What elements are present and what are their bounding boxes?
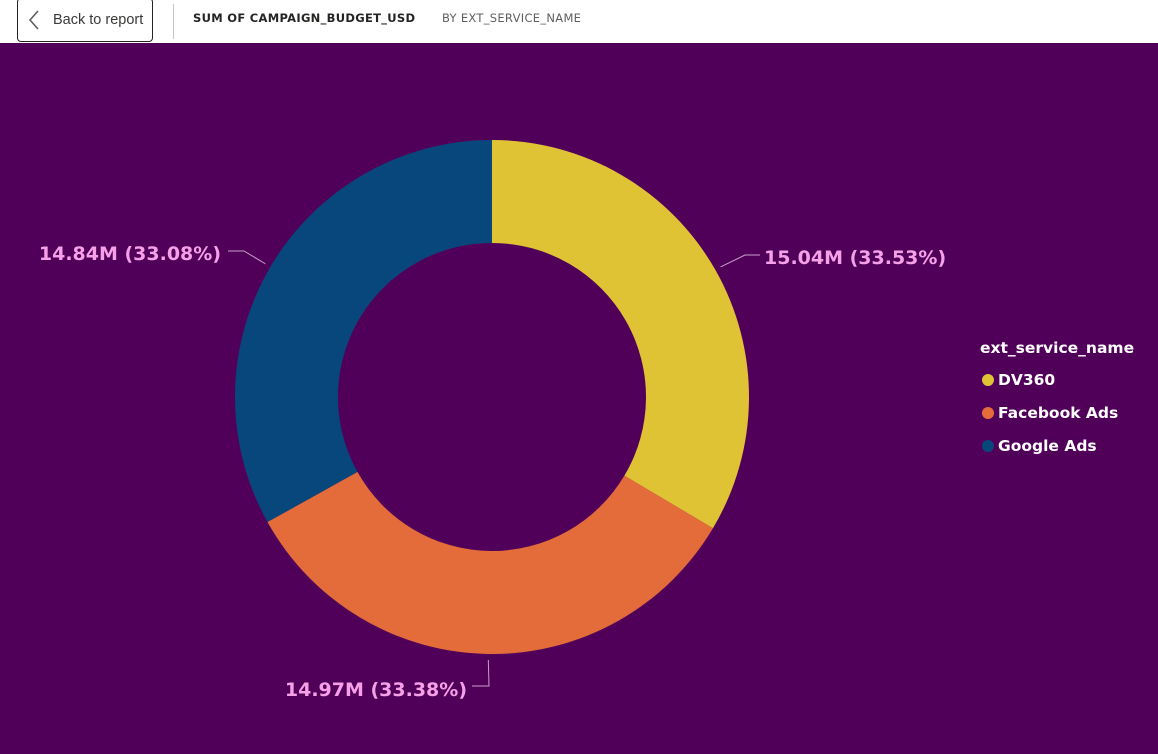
leader-line-facebook-ads: [472, 659, 490, 687]
legend-label-facebook-ads: Facebook Ads: [998, 403, 1119, 422]
visual-subtitle: BY EXT_SERVICE_NAME: [442, 11, 582, 25]
data-label-dv360: 15.04M (33.53%): [764, 247, 946, 269]
legend-label-dv360: DV360: [998, 370, 1056, 389]
leader-line-google-ads: [228, 250, 266, 265]
donut-chart: 15.04M (33.53%) 14.97M (33.38%) 14.84M (33…: [39, 140, 946, 701]
visual-title: SUM OF CAMPAIGN_BUDGET_USD: [193, 11, 416, 25]
legend-item-facebook-ads[interactable]: Facebook Ads: [980, 396, 1134, 429]
legend-label-google-ads: Google Ads: [998, 436, 1097, 455]
data-label-google-ads: 14.84M (33.08%): [39, 243, 221, 265]
top-bar: Back to report SUM OF CAMPAIGN_BUDGET_US…: [0, 0, 1158, 43]
data-label-facebook-ads: 14.97M (33.38%): [285, 679, 467, 701]
legend-dot-dv360: [982, 373, 994, 386]
leader-line-dv360: [720, 254, 760, 268]
donut-slice-google-ads[interactable]: [235, 140, 493, 523]
legend-dot-google-ads: [982, 439, 994, 452]
header-divider: [173, 4, 174, 39]
legend-item-dv360[interactable]: DV360: [980, 363, 1134, 396]
legend-dot-facebook-ads: [982, 406, 994, 419]
back-to-report-button[interactable]: Back to report: [17, 0, 153, 42]
chevron-left-icon: [19, 10, 49, 30]
legend-item-google-ads[interactable]: Google Ads: [980, 429, 1134, 462]
back-to-report-label: Back to report: [53, 12, 144, 28]
chart-legend: ext_service_name DV360 Facebook Ads Goog…: [980, 339, 1134, 462]
donut-slice-facebook-ads[interactable]: [267, 471, 713, 654]
legend-title: ext_service_name: [980, 339, 1135, 357]
chart-canvas: 15.04M (33.53%) 14.97M (33.38%) 14.84M (33…: [0, 43, 1158, 754]
donut-slice-dv360[interactable]: [492, 140, 750, 529]
